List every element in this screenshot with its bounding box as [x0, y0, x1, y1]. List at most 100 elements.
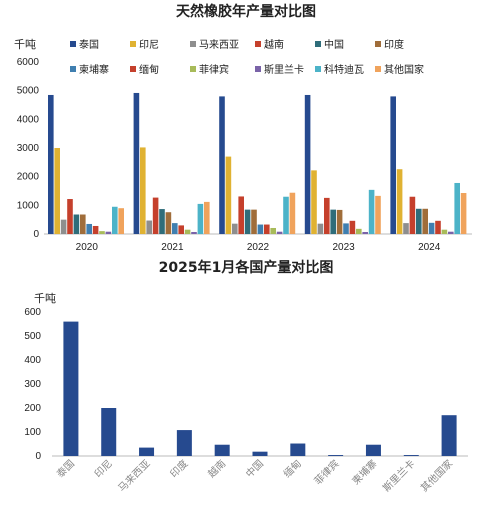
chart2-x-tick: 其他国家	[418, 457, 455, 494]
chart1-bar	[244, 209, 251, 234]
chart1-legend-label: 科特迪瓦	[324, 63, 364, 76]
chart1-bar	[257, 224, 264, 234]
chart1-bar	[112, 206, 118, 234]
chart1-bar	[178, 225, 184, 234]
chart1-y-tick: 0	[33, 229, 39, 240]
chart1-bar	[251, 209, 257, 234]
chart1-legend-label: 印度	[384, 38, 404, 51]
chart1-bar	[441, 229, 448, 234]
chart1-bar	[422, 208, 428, 234]
chart1-legend-swatch	[190, 41, 196, 47]
chart1-bar	[197, 203, 204, 234]
chart1-title: 天然橡胶年产量对比图	[176, 3, 316, 20]
annual-production-chart: 天然橡胶年产量对比图 千吨 0 1000 2000 3000 4000 5000 6000 2…	[14, 3, 472, 253]
chart1-bar	[283, 196, 289, 234]
chart1-bar	[73, 214, 80, 234]
chart1-x-tick: 2024	[418, 242, 441, 253]
chart1-bar	[356, 228, 362, 234]
chart1-bar	[454, 182, 460, 234]
chart1-bar	[336, 209, 343, 234]
chart1-bar	[362, 231, 368, 234]
chart1-x-tick: 2022	[247, 242, 270, 253]
chart2-x-tick: 印度	[167, 457, 190, 480]
chart1-bar	[390, 96, 396, 235]
chart1-bar	[403, 223, 409, 234]
chart1-bar	[375, 195, 381, 234]
chart1-legend-label: 柬埔寨	[79, 63, 109, 76]
chart2-bar	[252, 451, 268, 456]
chart2-x-tick: 越南	[205, 457, 228, 480]
chart1-bar	[276, 231, 283, 234]
chart1-legend-swatch	[315, 66, 321, 72]
chart1-legend-swatch	[375, 41, 381, 47]
chart2-y-tick: 600	[24, 307, 41, 318]
chart1-legend-label: 越南	[264, 38, 284, 51]
chart1-bar	[435, 220, 441, 234]
chart1-bar	[264, 224, 270, 234]
chart1-y-tick: 5000	[17, 86, 40, 97]
chart2-bar	[365, 444, 381, 456]
chart1-bar	[270, 227, 276, 234]
chart1-bar	[311, 170, 317, 234]
chart1-legend-swatch	[255, 66, 261, 72]
chart1-legend-swatch	[190, 66, 196, 72]
chart2-bar	[214, 444, 230, 456]
chart2-x-tick: 斯里兰卡	[380, 457, 417, 494]
chart1-legend-swatch	[130, 41, 136, 47]
chart2-y-tick: 300	[24, 379, 41, 390]
chart1-y-tick: 4000	[17, 114, 40, 125]
chart2-y-tick: 200	[24, 403, 41, 414]
chart1-x-tick: 2020	[76, 242, 99, 253]
chart2-axes: 0 100 200 300 400 500 600 泰国 印尼 马来西亚 印度 越南 中国 缅甸 菲律宾 柬埔…	[24, 307, 468, 494]
chart1-bar	[343, 223, 349, 234]
chart1-y-tick: 3000	[17, 143, 40, 154]
chart1-bar	[165, 212, 172, 234]
chart1-bar	[48, 94, 54, 234]
chart1-bar	[159, 209, 165, 234]
chart1-legend-label: 其他国家	[384, 63, 424, 76]
chart1-bar	[428, 222, 435, 234]
chart1-bar	[54, 148, 60, 234]
chart1-bar	[225, 156, 232, 234]
chart1-x-tick: 2023	[332, 242, 355, 253]
jan-2025-production-chart: 2025年1月各国产量对比图 千吨 0100200300400500600泰国印…	[24, 259, 468, 494]
chart2-x-tick: 泰国	[54, 457, 77, 480]
chart1-bar	[317, 223, 324, 234]
chart2-bar	[63, 321, 79, 456]
chart2-y-tick: 500	[24, 331, 41, 342]
chart1-bar	[152, 197, 159, 234]
chart1-bar	[238, 196, 244, 234]
chart2-x-tick: 缅甸	[281, 457, 304, 480]
chart1-y-tick: 2000	[17, 172, 40, 183]
chart1-bar	[80, 214, 86, 234]
chart1-bar	[86, 223, 92, 234]
chart2-y-tick: 400	[24, 355, 41, 366]
chart2-bar	[441, 415, 457, 456]
chart1-x-tick: 2021	[161, 242, 184, 253]
chart1-legend-label: 菲律宾	[199, 63, 229, 76]
chart1-legend-swatch	[375, 66, 381, 72]
chart2-y-tick: 0	[35, 451, 41, 462]
chart1-bar	[172, 223, 178, 234]
chart1-bar	[396, 169, 403, 234]
chart1-bar	[219, 96, 225, 235]
chart1-bar	[409, 196, 416, 234]
chart1-bar	[67, 199, 73, 234]
chart1-legend-label: 泰国	[79, 38, 99, 51]
chart1-bar	[118, 208, 124, 234]
chart1-bar	[146, 220, 152, 234]
chart1-bar	[232, 223, 238, 234]
chart1-legend-label: 斯里兰卡	[264, 63, 304, 76]
chart1-bar	[99, 231, 105, 234]
chart2-bar	[139, 447, 155, 456]
chart2-bar	[176, 430, 192, 456]
chart1-legend-label: 印尼	[139, 39, 159, 51]
chart1-bar	[368, 189, 375, 234]
chart1-bar	[304, 94, 311, 234]
chart1-bar	[349, 220, 356, 234]
chart1-bar	[184, 229, 191, 234]
chart2-bar	[328, 455, 344, 456]
chart2-x-tick: 柬埔寨	[349, 457, 379, 487]
chart1-legend-swatch	[130, 66, 136, 72]
